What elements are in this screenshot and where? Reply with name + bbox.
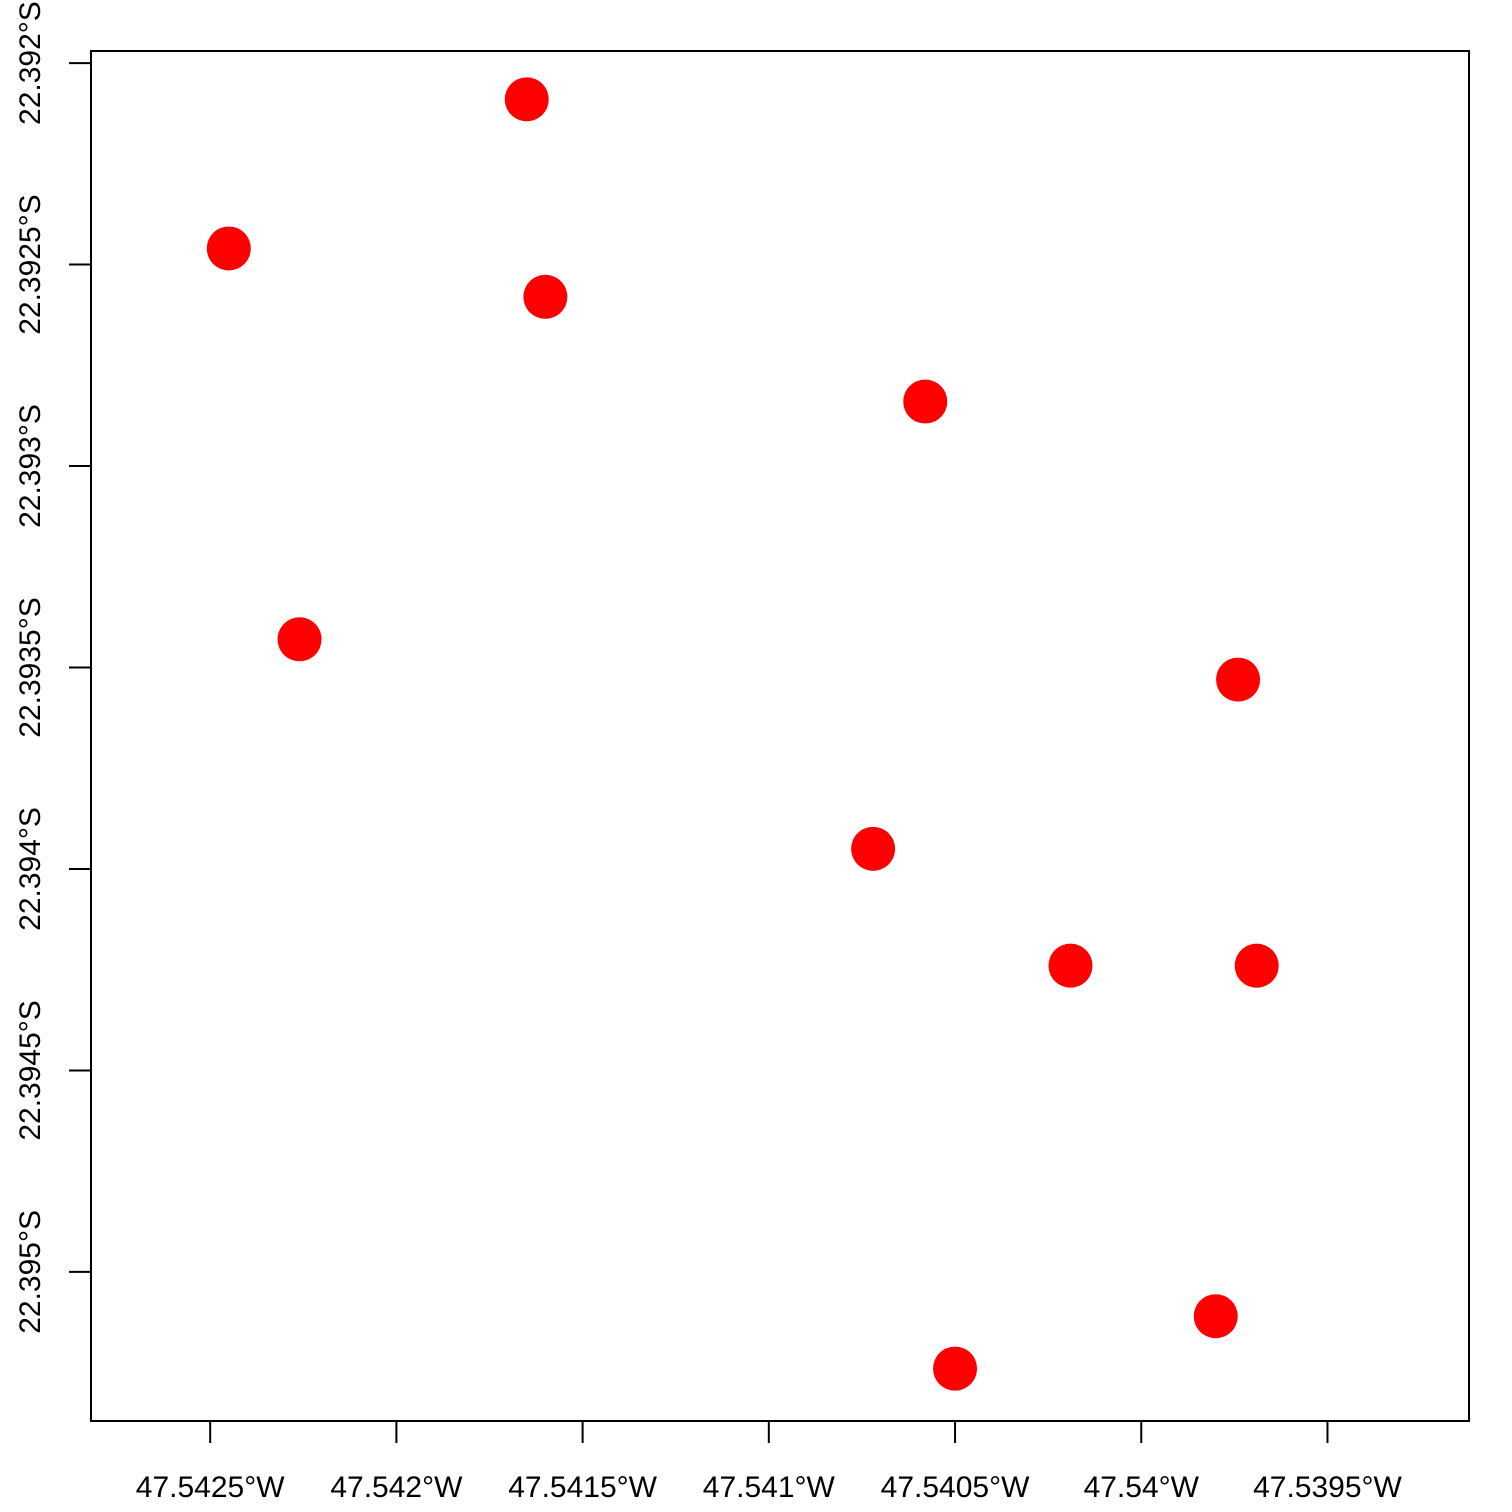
y-tick-label: 22.3925°S <box>14 194 47 334</box>
x-tick-label: 47.5415°W <box>508 1471 657 1504</box>
x-tick-label: 47.54°W <box>1084 1471 1200 1504</box>
x-tick-label: 47.541°W <box>703 1471 836 1504</box>
data-point <box>1193 1294 1238 1339</box>
x-tick-label: 47.5395°W <box>1253 1471 1402 1504</box>
data-point <box>504 77 549 122</box>
y-tick-label: 22.394°S <box>14 807 47 931</box>
y-tick-label: 22.395°S <box>14 1210 47 1334</box>
y-tick-label: 22.393°S <box>14 404 47 528</box>
data-point <box>933 1346 978 1391</box>
x-axis: 47.5425°W 47.542°W 47.5415°W 47.541°W 47.540… <box>136 1420 1403 1504</box>
y-tick-label: 22.3945°S <box>14 1000 47 1140</box>
data-point <box>851 826 896 871</box>
y-tick-label: 22.3935°S <box>14 597 47 737</box>
data-point <box>523 274 568 319</box>
data-point <box>206 226 251 271</box>
data-point <box>903 379 948 424</box>
x-tick-label: 47.5425°W <box>136 1471 285 1504</box>
y-tick-label: 22.392°S <box>14 1 47 125</box>
data-point <box>1216 657 1261 702</box>
data-point <box>1234 943 1279 988</box>
data-points <box>206 77 1279 1391</box>
x-tick-label: 47.542°W <box>330 1471 463 1504</box>
data-point <box>1048 943 1093 988</box>
data-point <box>277 617 322 662</box>
plot-frame <box>90 50 1470 1422</box>
y-axis: 22.392°S 22.3925°S 22.393°S 22.3935°S 22.394… <box>14 1 92 1334</box>
x-tick-label: 47.5405°W <box>881 1471 1030 1504</box>
